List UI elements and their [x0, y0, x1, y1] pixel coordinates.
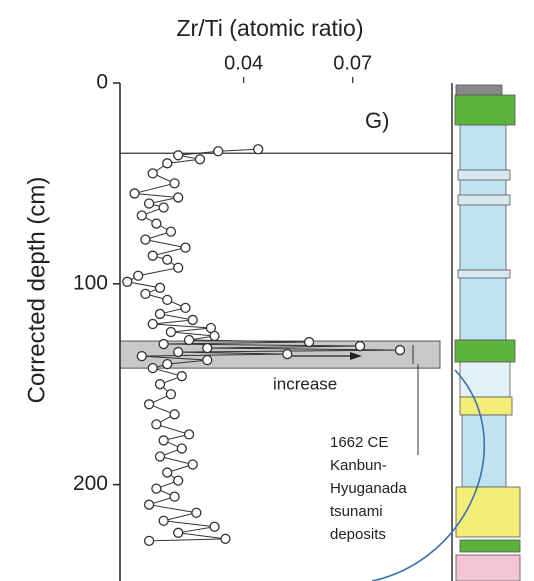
data-point	[180, 242, 191, 253]
data-point	[173, 527, 184, 538]
data-point	[187, 314, 198, 326]
arrow-label: increase	[273, 374, 337, 393]
plot-area: 0 100 200 0.04 0.07 G) increase 1662 CE Kanbun- H…	[73, 52, 452, 581]
event-bracket	[412, 345, 419, 455]
data-point	[147, 362, 158, 374]
data-point	[169, 491, 180, 502]
data-point	[209, 521, 220, 532]
data-point	[158, 435, 169, 446]
event-label: 1662 CE	[330, 434, 388, 451]
data-point	[133, 270, 144, 281]
data-point	[191, 507, 202, 518]
data-point	[143, 535, 155, 546]
data-point	[162, 358, 173, 370]
data-point	[147, 168, 158, 179]
data-point	[151, 483, 162, 494]
data-point	[158, 515, 169, 526]
data-point	[202, 342, 213, 354]
data-point	[165, 389, 177, 400]
event-label: Hyuganada	[330, 480, 407, 497]
data-point	[154, 451, 166, 462]
data-point	[158, 338, 169, 350]
y-tick-label: 100	[73, 271, 108, 294]
data-point	[122, 276, 133, 287]
data-point	[176, 371, 187, 382]
data-point	[154, 308, 166, 320]
y-axis-title: Corrected depth (cm)	[23, 177, 50, 404]
data-point	[169, 178, 180, 189]
data-point	[202, 354, 213, 366]
data-point	[173, 150, 184, 161]
data-point	[147, 250, 158, 261]
data-point	[173, 346, 184, 358]
data-point	[253, 144, 264, 155]
data-point	[180, 302, 191, 314]
data-point	[165, 226, 177, 237]
strat-column	[454, 84, 521, 581]
data-point	[136, 210, 147, 221]
data-point	[165, 326, 177, 338]
data-point	[173, 262, 184, 273]
data-point	[143, 198, 155, 209]
data-point	[187, 459, 198, 470]
data-point	[154, 282, 166, 293]
data-point	[151, 218, 162, 229]
data-point	[220, 533, 231, 544]
panel-label: G)	[365, 108, 389, 133]
event-label: deposits	[330, 526, 386, 543]
data-point	[169, 409, 180, 420]
event-label: Kanbun-	[330, 457, 387, 474]
data-point	[162, 254, 173, 265]
data-point	[129, 188, 140, 199]
data-point	[151, 419, 162, 430]
arrow-head	[350, 352, 362, 360]
y-tick-label: 200	[73, 472, 108, 495]
data-point	[183, 334, 195, 346]
data-point	[140, 288, 151, 299]
data-point	[136, 350, 147, 362]
data-point	[183, 429, 195, 440]
data-point	[176, 443, 187, 454]
data-point	[147, 318, 158, 330]
data-point	[158, 202, 169, 213]
data-point	[282, 348, 293, 360]
data-point	[162, 294, 173, 306]
data-point	[162, 467, 173, 478]
x-tick-label: 0.04	[224, 52, 263, 74]
connector-curve	[371, 369, 486, 581]
data-point	[173, 475, 184, 486]
y-tick-label: 0	[96, 71, 108, 94]
x-tick-label: 0.07	[333, 52, 372, 74]
data-point	[194, 154, 206, 165]
data-point	[162, 158, 173, 169]
data-point	[354, 340, 366, 352]
data-point	[213, 146, 224, 157]
event-label: tsunami	[330, 503, 383, 520]
data-point	[209, 330, 220, 342]
data-point	[154, 379, 166, 390]
data-point	[143, 399, 155, 410]
data-point	[394, 344, 406, 356]
data-point	[143, 499, 155, 510]
x-axis-title: Zr/Ti (atomic ratio)	[177, 15, 364, 41]
data-point	[140, 234, 151, 245]
data-point	[303, 336, 315, 348]
data-point	[173, 192, 184, 203]
